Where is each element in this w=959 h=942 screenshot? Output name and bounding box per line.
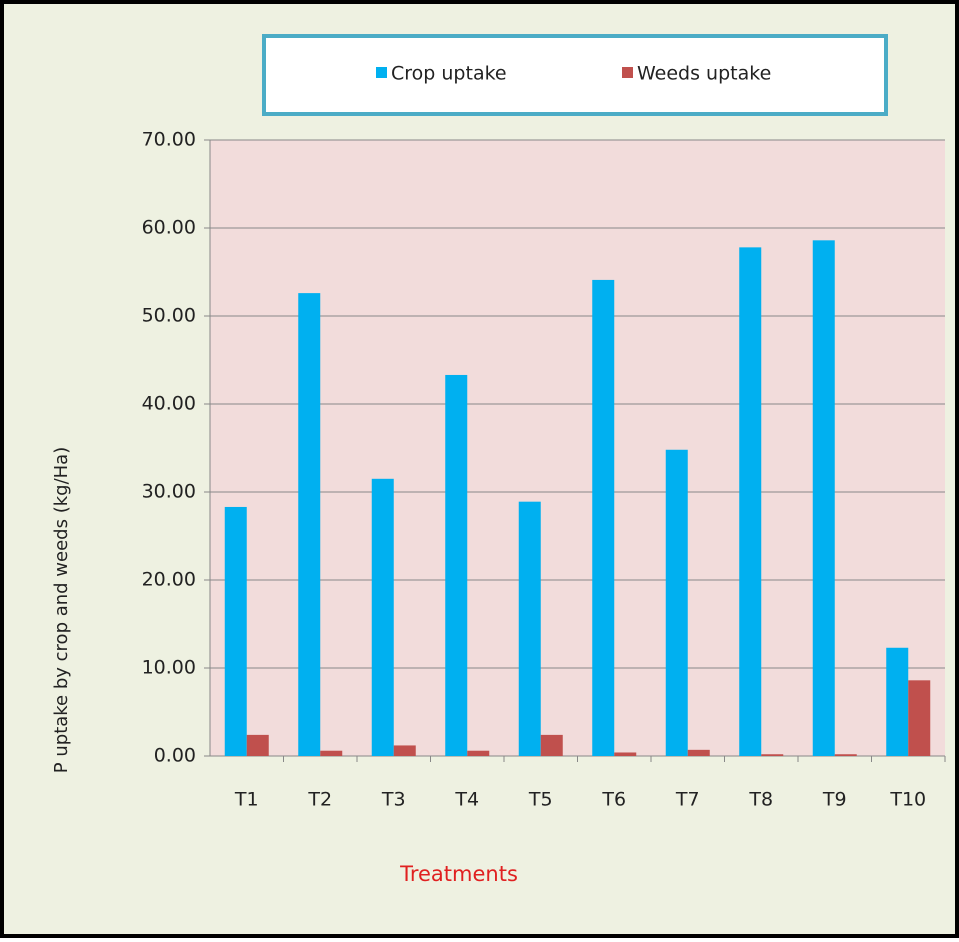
legend-label: Weeds uptake — [637, 63, 771, 85]
legend-swatch — [376, 67, 387, 78]
bar — [908, 680, 931, 756]
bar — [761, 754, 784, 756]
x-tick-label: T5 — [528, 789, 553, 811]
bar — [665, 449, 688, 756]
bar — [467, 750, 490, 756]
bar — [445, 374, 468, 756]
y-tick-label: 30.00 — [142, 481, 196, 503]
bar — [371, 478, 394, 756]
x-tick-label: T10 — [889, 789, 926, 811]
x-tick-label: T2 — [307, 789, 332, 811]
bar — [687, 749, 710, 756]
x-tick-label: T7 — [675, 789, 700, 811]
bar — [886, 647, 909, 756]
bar — [540, 734, 563, 756]
bar — [246, 734, 269, 756]
y-tick-label: 50.00 — [142, 305, 196, 327]
y-tick-label: 40.00 — [142, 393, 196, 415]
bar — [320, 750, 343, 756]
y-tick-label: 70.00 — [142, 129, 196, 151]
y-tick-label: 20.00 — [142, 569, 196, 591]
y-tick-label: 60.00 — [142, 217, 196, 239]
bar — [518, 501, 541, 756]
bar — [614, 752, 637, 756]
x-tick-label: T8 — [748, 789, 773, 811]
bar — [393, 745, 416, 756]
bar — [812, 240, 835, 756]
x-tick-label: T4 — [454, 789, 479, 811]
legend-swatch — [622, 67, 633, 78]
bar — [592, 279, 615, 756]
y-axis-label: P uptake by crop and weeds (kg/Ha) — [51, 447, 72, 773]
legend-label: Crop uptake — [391, 63, 507, 85]
bar — [834, 754, 857, 756]
x-tick-label: T1 — [234, 789, 259, 811]
y-tick-label: 0.00 — [154, 745, 196, 767]
y-tick-label: 10.00 — [142, 657, 196, 679]
x-tick-label: T9 — [822, 789, 847, 811]
bar — [298, 293, 321, 756]
x-tick-label: T6 — [601, 789, 626, 811]
bar — [224, 506, 247, 756]
x-axis-label: Treatments — [399, 862, 518, 886]
legend-box — [262, 34, 888, 116]
bar — [739, 247, 762, 757]
x-tick-label: T3 — [381, 789, 406, 811]
